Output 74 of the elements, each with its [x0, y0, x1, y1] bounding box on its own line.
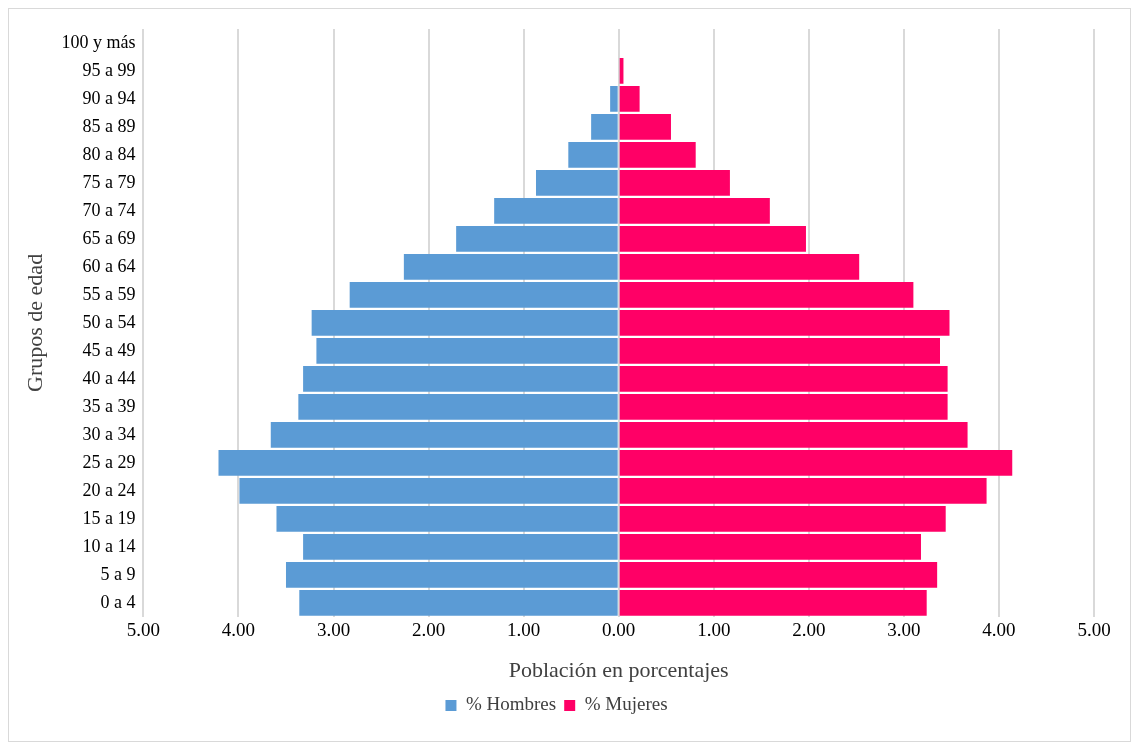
- y-tick-label: 35 a 39: [82, 395, 136, 416]
- x-tick-label: 5.00: [126, 619, 161, 641]
- bar: [619, 142, 696, 168]
- y-tick-label: 50 a 54: [82, 311, 136, 332]
- y-tick-label: 95 a 99: [82, 59, 136, 80]
- bar: [619, 477, 987, 504]
- x-tick-label: 2.00: [411, 619, 446, 641]
- bar: [619, 254, 860, 280]
- bar: [619, 226, 806, 252]
- bar: [619, 338, 940, 364]
- y-tick-label: 80 a 84: [82, 143, 136, 164]
- x-tick-label: 4.00: [221, 619, 256, 641]
- y-tick-label: 5 a 9: [100, 563, 136, 584]
- y-tick-label: 15 a 19: [82, 507, 136, 528]
- bar: [298, 394, 618, 420]
- y-tick-label: 30 a 34: [82, 423, 136, 444]
- x-tick-label: 3.00: [316, 619, 351, 641]
- bar: [316, 338, 618, 364]
- x-tick-label: 4.00: [982, 619, 1016, 641]
- y-tick-label: 55 a 59: [82, 283, 136, 304]
- bar: [276, 505, 618, 532]
- bar: [349, 282, 618, 308]
- y-tick-label: 100 y más: [61, 31, 136, 52]
- bar: [311, 310, 618, 336]
- legend-label: % Hombres: [465, 693, 557, 715]
- bar: [619, 589, 927, 616]
- bar: [619, 198, 770, 224]
- y-tick-label: 70 a 74: [82, 199, 136, 220]
- y-tick-label: 0 a 4: [100, 591, 136, 612]
- x-tick-label: 0.00: [602, 619, 636, 641]
- bar: [536, 170, 618, 196]
- bar: [270, 421, 618, 448]
- bar: [218, 449, 618, 476]
- bar: [619, 561, 938, 588]
- bar: [619, 366, 948, 392]
- x-tick-label: 1.00: [697, 619, 731, 641]
- y-tick-label: 40 a 44: [82, 367, 136, 388]
- bar: [494, 198, 618, 224]
- x-tick-label: 3.00: [887, 619, 921, 641]
- bar: [591, 114, 618, 140]
- y-tick-label: 20 a 24: [82, 479, 136, 500]
- bar: [303, 366, 618, 392]
- y-tick-label: 85 a 89: [82, 115, 136, 136]
- bar: [619, 114, 671, 140]
- bar: [239, 477, 618, 504]
- bar: [619, 533, 921, 560]
- bar: [619, 505, 946, 532]
- bar: [619, 310, 950, 336]
- bar: [619, 394, 948, 420]
- y-tick-label: 10 a 14: [82, 535, 136, 556]
- y-tick-label: 45 a 49: [82, 339, 136, 360]
- legend-label: % Mujeres: [584, 693, 668, 715]
- x-tick-label: 1.00: [507, 619, 541, 641]
- bar: [299, 589, 618, 616]
- y-axis-title: Grupos de edad: [21, 253, 47, 392]
- y-tick-label: 60 a 64: [82, 255, 136, 276]
- y-tick-label: 90 a 94: [82, 87, 136, 108]
- bar: [456, 226, 618, 252]
- y-tick-label: 75 a 79: [82, 171, 136, 192]
- y-tick-label: 25 a 29: [82, 451, 136, 472]
- bar: [619, 449, 1013, 476]
- x-tick-label: 2.00: [792, 619, 826, 641]
- bar: [403, 254, 618, 280]
- bar: [619, 170, 730, 196]
- bar: [619, 282, 914, 308]
- bar: [303, 533, 618, 560]
- bar: [619, 421, 968, 448]
- bar: [285, 561, 618, 588]
- bar: [568, 142, 618, 168]
- x-tick-label: 5.00: [1077, 619, 1111, 641]
- bar: [610, 86, 618, 112]
- bar: [619, 86, 640, 112]
- x-axis-title: Población en porcentajes: [508, 656, 729, 682]
- y-tick-label: 65 a 69: [82, 227, 136, 248]
